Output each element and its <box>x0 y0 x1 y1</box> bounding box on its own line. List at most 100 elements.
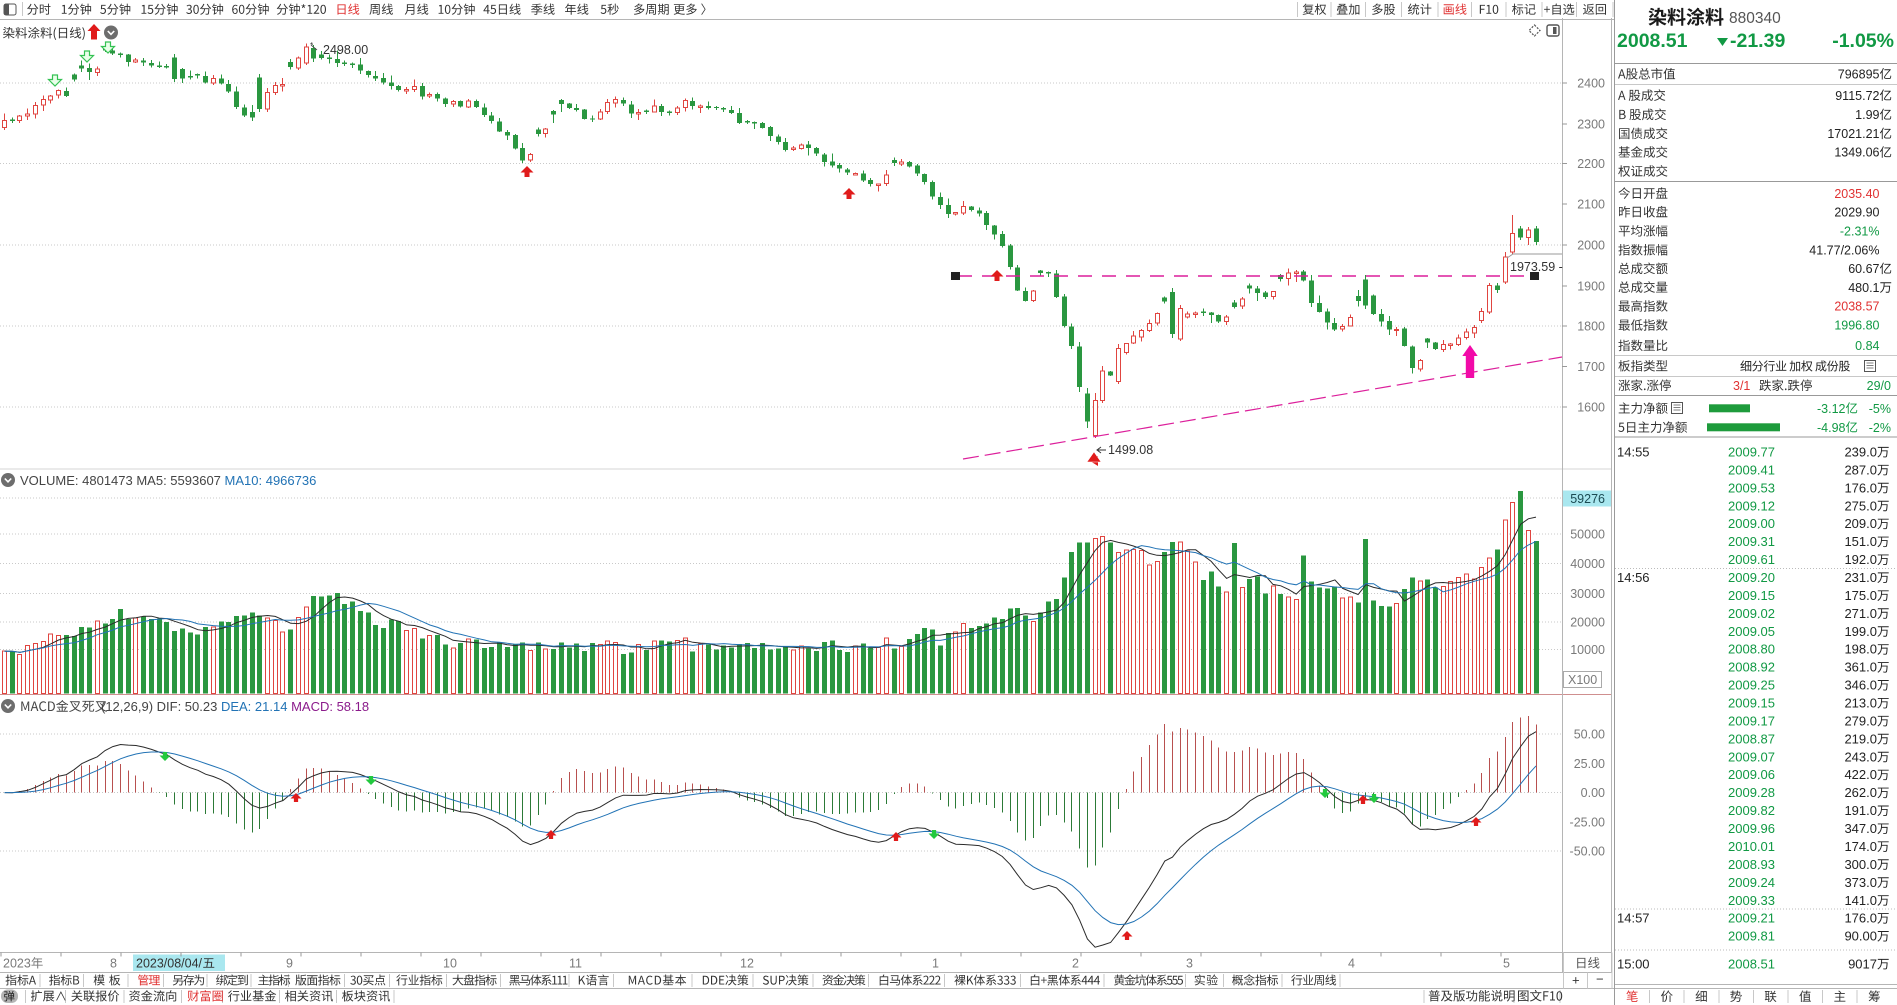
svg-text:2008.93: 2008.93 <box>1728 857 1775 872</box>
svg-text:1600: 1600 <box>1577 401 1605 415</box>
svg-text:-3.12: -3.12 <box>1817 402 1846 416</box>
svg-text:141.0: 141.0 <box>1844 893 1877 908</box>
svg-text:-1.05%: -1.05% <box>1832 30 1894 52</box>
svg-text:0.00: 0.00 <box>1581 786 1605 800</box>
svg-text:2498.00: 2498.00 <box>323 43 368 57</box>
svg-text:213.0: 213.0 <box>1844 696 1877 711</box>
svg-text:50.00: 50.00 <box>1574 728 1605 742</box>
svg-text:8: 8 <box>110 957 117 971</box>
svg-text:2009.53: 2009.53 <box>1728 480 1775 495</box>
svg-text:2009.02: 2009.02 <box>1728 606 1775 621</box>
svg-text:1800: 1800 <box>1577 320 1605 334</box>
svg-text:2035.40: 2035.40 <box>1834 187 1879 201</box>
svg-text:2008.92: 2008.92 <box>1728 660 1775 675</box>
svg-text:11: 11 <box>569 957 582 971</box>
svg-text:40000: 40000 <box>1570 557 1605 571</box>
svg-text:361.0: 361.0 <box>1844 660 1877 675</box>
svg-text:262.0: 262.0 <box>1844 785 1877 800</box>
svg-text:4: 4 <box>1348 957 1355 971</box>
svg-text:-2.31%: -2.31% <box>1840 225 1880 239</box>
svg-text:-25.00: -25.00 <box>1570 815 1605 829</box>
svg-text:2009.31: 2009.31 <box>1728 534 1775 549</box>
svg-text:1900: 1900 <box>1577 280 1605 294</box>
svg-text:2023/08/04/: 2023/08/04/ <box>136 957 203 971</box>
svg-text:2023: 2023 <box>3 957 31 971</box>
svg-text:2009.17: 2009.17 <box>1728 714 1775 729</box>
svg-text:1: 1 <box>932 957 939 971</box>
svg-text:2009.33: 2009.33 <box>1728 893 1775 908</box>
svg-text:-5%: -5% <box>1869 402 1891 416</box>
svg-text:271.0: 271.0 <box>1844 606 1877 621</box>
svg-text:176.0: 176.0 <box>1844 911 1877 926</box>
svg-text:198.0: 198.0 <box>1844 642 1877 657</box>
svg-text:-21.39: -21.39 <box>1730 30 1785 52</box>
svg-text:2008.87: 2008.87 <box>1728 731 1775 746</box>
svg-text:90.00: 90.00 <box>1844 929 1877 944</box>
svg-text:2300: 2300 <box>1577 118 1605 132</box>
svg-text:2009.00: 2009.00 <box>1728 516 1775 531</box>
svg-text:30000: 30000 <box>1570 587 1605 601</box>
svg-text:-4.98: -4.98 <box>1817 421 1846 435</box>
svg-text:209.0: 209.0 <box>1844 516 1877 531</box>
svg-text:2100: 2100 <box>1577 198 1605 212</box>
svg-text:2009.21: 2009.21 <box>1728 911 1775 926</box>
svg-text:2029.90: 2029.90 <box>1834 206 1879 220</box>
svg-text:2009.24: 2009.24 <box>1728 875 1775 890</box>
svg-text:29/0: 29/0 <box>1867 379 1891 393</box>
svg-text:25.00: 25.00 <box>1574 757 1605 771</box>
svg-text:3/1: 3/1 <box>1733 379 1750 393</box>
svg-text:15:00: 15:00 <box>1617 957 1650 972</box>
svg-text:243.0: 243.0 <box>1844 749 1877 764</box>
svg-text:60.67: 60.67 <box>1848 262 1879 276</box>
svg-text:2009.41: 2009.41 <box>1728 462 1775 477</box>
svg-text:0.84: 0.84 <box>1855 339 1879 353</box>
svg-text:300.0: 300.0 <box>1844 857 1877 872</box>
svg-text:9115.72: 9115.72 <box>1835 89 1879 103</box>
svg-text:422.0: 422.0 <box>1844 767 1877 782</box>
svg-text:2008.51: 2008.51 <box>1617 30 1688 52</box>
svg-text:2009.96: 2009.96 <box>1728 821 1775 836</box>
svg-text:275.0: 275.0 <box>1844 498 1877 513</box>
svg-text:2000: 2000 <box>1577 239 1605 253</box>
svg-text:14:56: 14:56 <box>1617 570 1650 585</box>
svg-text:2009.15: 2009.15 <box>1728 588 1775 603</box>
svg-text:2009.07: 2009.07 <box>1728 749 1775 764</box>
svg-text:279.0: 279.0 <box>1844 714 1877 729</box>
svg-text:480.1: 480.1 <box>1848 281 1879 295</box>
svg-text:59276: 59276 <box>1570 492 1605 506</box>
svg-text:2008.51: 2008.51 <box>1728 957 1775 972</box>
svg-text:-50.00: -50.00 <box>1570 845 1605 859</box>
svg-text:3: 3 <box>1186 957 1193 971</box>
svg-text:176.0: 176.0 <box>1844 480 1877 495</box>
svg-text:2009.15: 2009.15 <box>1728 696 1775 711</box>
svg-text:14:55: 14:55 <box>1617 445 1650 460</box>
svg-text:239.0: 239.0 <box>1844 445 1877 460</box>
svg-text:1.99: 1.99 <box>1855 108 1879 122</box>
svg-text:1996.80: 1996.80 <box>1834 319 1879 333</box>
svg-text:2: 2 <box>1072 957 1079 971</box>
svg-text:1349.06: 1349.06 <box>1834 146 1879 160</box>
svg-text:10000: 10000 <box>1570 643 1605 657</box>
svg-text:2009.05: 2009.05 <box>1728 624 1775 639</box>
svg-text:175.0: 175.0 <box>1844 588 1877 603</box>
svg-text:−: − <box>1596 972 1604 987</box>
svg-text:2009.06: 2009.06 <box>1728 767 1775 782</box>
svg-text:(12,26,9) DIF: 50.23 DEA: 2: (12,26,9) DIF: 50.23 DEA: 21.14 MACD: 58… <box>101 699 369 714</box>
svg-text:VOLUME: 4801473 MA5: 5593607: VOLUME: 4801473 MA5: 5593607 MA10: 49667… <box>20 473 316 488</box>
svg-text:+: + <box>1572 973 1580 988</box>
svg-text:2200: 2200 <box>1577 157 1605 171</box>
svg-text:373.0: 373.0 <box>1844 875 1877 890</box>
svg-text:2009.77: 2009.77 <box>1728 445 1775 460</box>
svg-text:5: 5 <box>1503 957 1510 971</box>
svg-text:2009.61: 2009.61 <box>1728 552 1775 567</box>
svg-text:-2%: -2% <box>1869 421 1891 435</box>
svg-text:20000: 20000 <box>1570 616 1605 630</box>
svg-text:X100: X100 <box>1568 673 1597 687</box>
svg-text:151.0: 151.0 <box>1844 534 1877 549</box>
svg-text:1499.08: 1499.08 <box>1108 443 1153 457</box>
svg-text:2008.80: 2008.80 <box>1728 642 1775 657</box>
svg-text:9: 9 <box>286 957 293 971</box>
svg-text:2009.12: 2009.12 <box>1728 498 1775 513</box>
svg-text:2010.01: 2010.01 <box>1728 839 1775 854</box>
svg-text:191.0: 191.0 <box>1844 803 1877 818</box>
